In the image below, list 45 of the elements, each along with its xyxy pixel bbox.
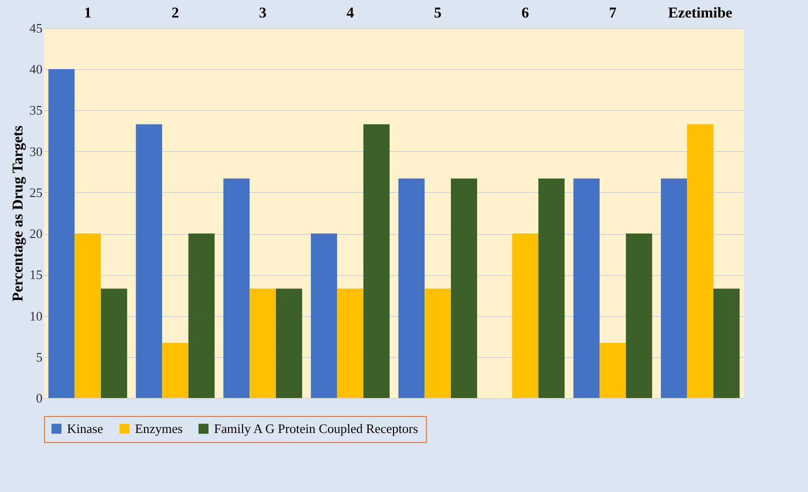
bar bbox=[136, 124, 162, 398]
y-tick-label: 5 bbox=[36, 349, 42, 364]
y-tick-label: 40 bbox=[30, 62, 42, 77]
bar bbox=[398, 178, 425, 398]
x-tick-label: 1 bbox=[84, 6, 92, 22]
bar bbox=[713, 288, 740, 398]
bar bbox=[538, 178, 565, 398]
y-tick-label: 25 bbox=[30, 184, 42, 200]
x-tick-label: Ezetimibe bbox=[668, 6, 733, 22]
y-tick-label: 45 bbox=[30, 20, 42, 36]
bar bbox=[74, 234, 101, 398]
y-tick-label: 35 bbox=[30, 102, 42, 118]
bar bbox=[626, 234, 652, 398]
bar bbox=[188, 234, 215, 398]
bar bbox=[363, 124, 390, 398]
bar bbox=[450, 178, 478, 398]
bar bbox=[660, 178, 688, 398]
y-tick-label: 20 bbox=[30, 226, 42, 242]
bar bbox=[162, 342, 188, 398]
x-tick-label: 3 bbox=[259, 6, 266, 22]
y-tick-label: 15 bbox=[30, 267, 42, 282]
bar bbox=[573, 178, 600, 398]
bar bbox=[337, 288, 364, 398]
x-tick-label: 6 bbox=[522, 6, 530, 22]
bar bbox=[687, 124, 714, 398]
bar bbox=[310, 234, 338, 398]
bar bbox=[100, 288, 128, 398]
bar bbox=[424, 288, 451, 398]
x-tick-label: 7 bbox=[609, 6, 617, 22]
y-axis-title: Percentage as Drug Targets bbox=[10, 125, 26, 302]
bar bbox=[223, 178, 250, 398]
bar bbox=[48, 69, 75, 398]
legend-label: Kinase bbox=[67, 420, 104, 436]
legend-label: Family A G Protein Coupled Receptors bbox=[214, 420, 418, 436]
y-tick-label: 30 bbox=[30, 144, 42, 159]
bar bbox=[276, 288, 302, 398]
bar bbox=[600, 342, 626, 398]
x-tick-label: 5 bbox=[434, 6, 442, 22]
bar bbox=[512, 234, 538, 398]
x-tick-label: 4 bbox=[346, 6, 354, 22]
y-tick-label: 10 bbox=[30, 308, 42, 324]
y-tick-label: 0 bbox=[36, 390, 42, 406]
bar bbox=[250, 288, 276, 398]
legend-label: Enzymes bbox=[135, 420, 183, 436]
x-tick-label: 2 bbox=[172, 6, 179, 22]
